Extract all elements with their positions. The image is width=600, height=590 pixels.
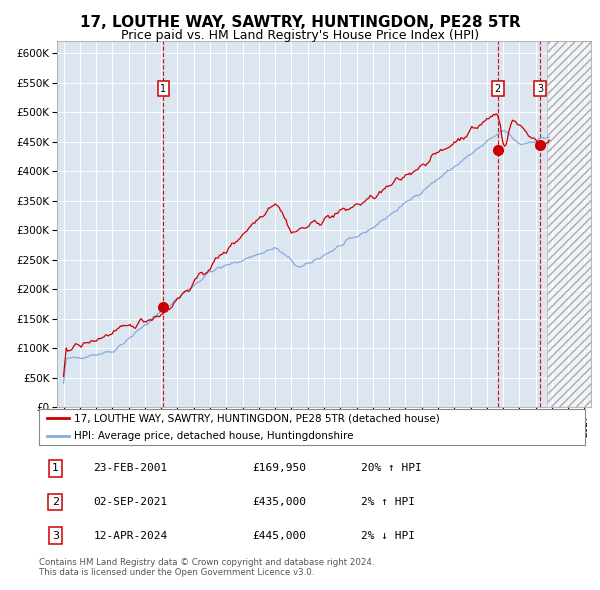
- Text: £169,950: £169,950: [252, 464, 306, 474]
- Text: HPI: Average price, detached house, Huntingdonshire: HPI: Average price, detached house, Hunt…: [74, 431, 354, 441]
- Text: 2% ↓ HPI: 2% ↓ HPI: [361, 530, 415, 540]
- Text: £445,000: £445,000: [252, 530, 306, 540]
- Text: 2: 2: [52, 497, 59, 507]
- Text: 3: 3: [52, 530, 59, 540]
- Text: 23-FEB-2001: 23-FEB-2001: [94, 464, 168, 474]
- Text: 20% ↑ HPI: 20% ↑ HPI: [361, 464, 422, 474]
- Text: Price paid vs. HM Land Registry's House Price Index (HPI): Price paid vs. HM Land Registry's House …: [121, 30, 479, 42]
- Text: 1: 1: [160, 84, 167, 93]
- Text: 2% ↑ HPI: 2% ↑ HPI: [361, 497, 415, 507]
- Text: 17, LOUTHE WAY, SAWTRY, HUNTINGDON, PE28 5TR (detached house): 17, LOUTHE WAY, SAWTRY, HUNTINGDON, PE28…: [74, 413, 440, 423]
- Text: 3: 3: [537, 84, 543, 93]
- Text: 2: 2: [494, 84, 501, 93]
- Text: Contains HM Land Registry data © Crown copyright and database right 2024.
This d: Contains HM Land Registry data © Crown c…: [39, 558, 374, 577]
- Text: 12-APR-2024: 12-APR-2024: [94, 530, 168, 540]
- Text: 17, LOUTHE WAY, SAWTRY, HUNTINGDON, PE28 5TR: 17, LOUTHE WAY, SAWTRY, HUNTINGDON, PE28…: [80, 15, 520, 30]
- Text: 1: 1: [52, 464, 59, 474]
- Text: £435,000: £435,000: [252, 497, 306, 507]
- Text: 02-SEP-2021: 02-SEP-2021: [94, 497, 168, 507]
